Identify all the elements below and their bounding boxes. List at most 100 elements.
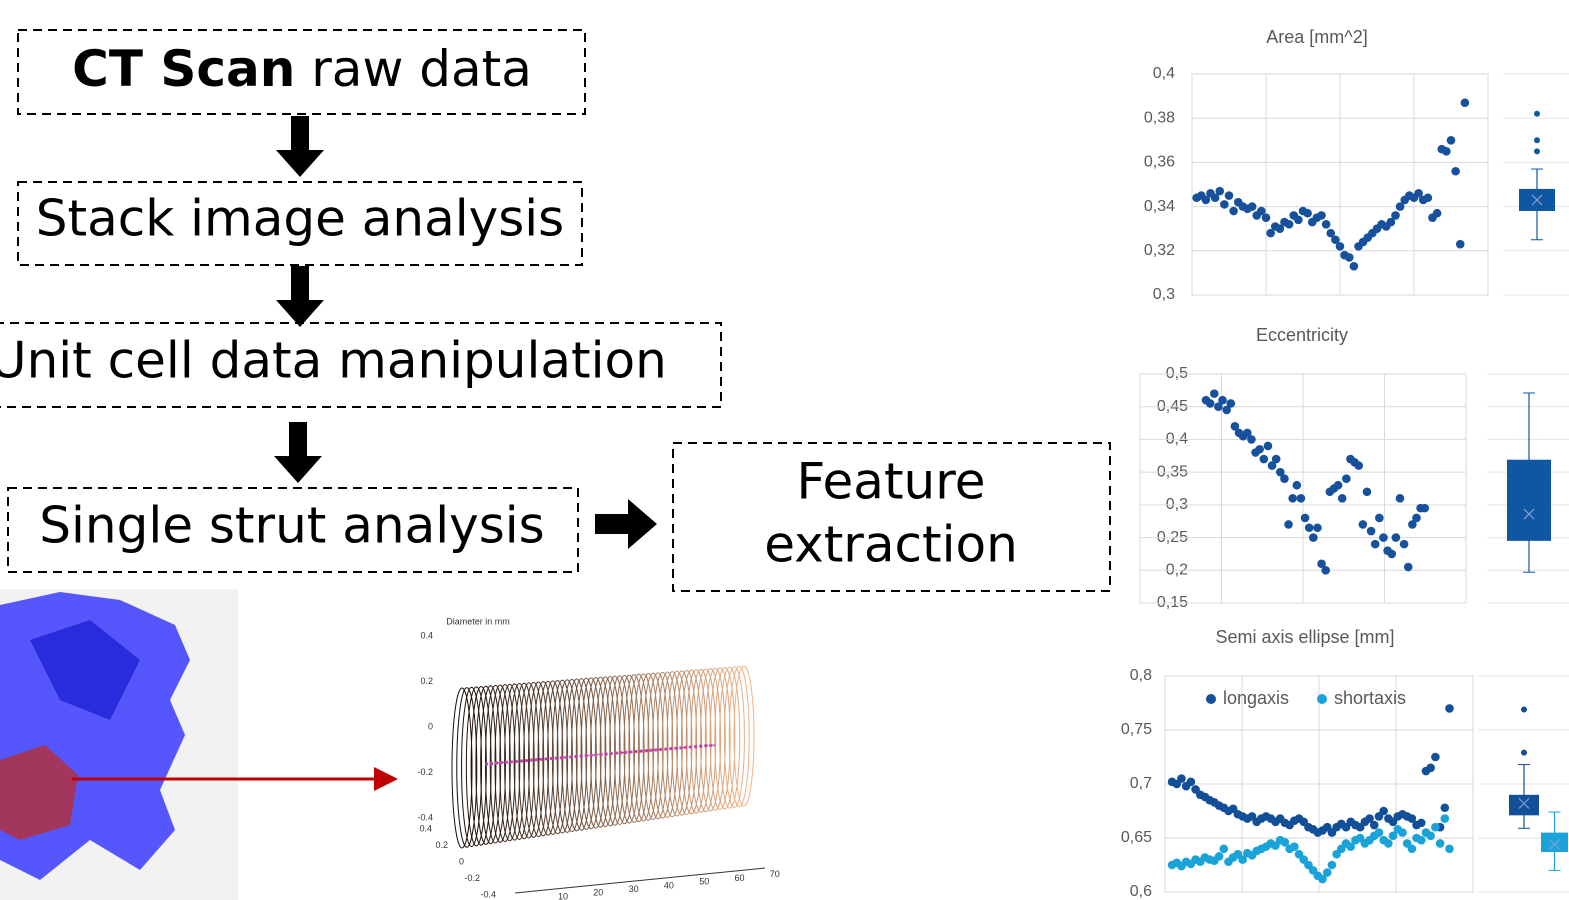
outlier	[1534, 137, 1540, 143]
point	[1305, 523, 1314, 532]
point	[1371, 540, 1380, 549]
point	[1363, 487, 1372, 496]
plot-title: Diameter in mm	[446, 616, 510, 626]
point	[1248, 202, 1257, 211]
outlier	[1534, 111, 1540, 117]
charts: Area [mm^2]0,30,320,340,360,380,4Eccentr…	[1121, 27, 1569, 900]
y-tick-label: 0,4	[1153, 65, 1175, 82]
legend-marker	[1206, 694, 1216, 704]
x-tick-label: 30	[629, 884, 639, 894]
point	[1367, 527, 1376, 536]
box	[1509, 795, 1539, 816]
point	[1398, 828, 1407, 837]
point	[1255, 445, 1264, 454]
y-tick-label: 0,8	[1130, 667, 1152, 684]
y-tick-label: 0,65	[1121, 829, 1152, 846]
point	[1447, 136, 1456, 145]
y-tick-label: 0,7	[1130, 775, 1152, 792]
point	[1323, 868, 1332, 877]
point	[1408, 845, 1417, 854]
point	[1262, 213, 1271, 222]
node-label: CT Scan raw data	[72, 40, 532, 98]
point	[1301, 514, 1310, 523]
point	[1229, 207, 1238, 216]
x-tick-label: 10	[558, 891, 568, 900]
point	[1210, 389, 1219, 398]
legend-label: longaxis	[1223, 688, 1289, 708]
y-tick-label: -0.4	[480, 889, 496, 899]
node-label: extraction	[764, 516, 1018, 574]
point	[1461, 98, 1470, 107]
point	[1431, 823, 1440, 832]
point	[1334, 481, 1343, 490]
point	[1412, 514, 1421, 523]
point	[1285, 220, 1294, 229]
point	[1226, 399, 1235, 408]
arrow	[595, 499, 657, 549]
z-tick-label: 0	[428, 721, 433, 731]
point	[1433, 209, 1442, 218]
chart-title: Eccentricity	[1256, 325, 1348, 345]
point	[1303, 209, 1312, 218]
outlier	[1521, 750, 1527, 756]
point	[1426, 832, 1435, 841]
z-tick-label: -0.4	[417, 812, 433, 822]
y-tick-label: 0	[459, 856, 464, 866]
node-text: raw data	[311, 40, 532, 98]
point	[1354, 461, 1363, 470]
point	[1345, 253, 1354, 262]
point	[1436, 839, 1445, 848]
chart-title: Semi axis ellipse [mm]	[1215, 627, 1394, 647]
box	[1507, 460, 1551, 541]
point	[1288, 494, 1297, 503]
point	[1426, 764, 1435, 773]
point	[1219, 845, 1228, 854]
point	[1424, 193, 1433, 202]
node-label: Stack image analysis	[36, 190, 564, 248]
node-label: Single strut analysis	[39, 497, 544, 555]
y-tick-label: -0.2	[464, 873, 480, 883]
point	[1359, 520, 1368, 529]
chart-title: Area [mm^2]	[1266, 27, 1367, 47]
point	[1451, 167, 1460, 176]
point	[1391, 211, 1400, 220]
y-tick-label: 0.4	[419, 823, 432, 833]
point	[1284, 520, 1293, 529]
y-tick-label: 0,75	[1121, 721, 1152, 738]
point	[1375, 828, 1384, 837]
point	[1379, 533, 1388, 542]
y-tick-label: 0,32	[1144, 242, 1175, 259]
y-tick-label: 0,3	[1153, 286, 1175, 303]
point	[1294, 216, 1303, 225]
point	[1387, 550, 1396, 559]
point	[1445, 845, 1454, 854]
node-label: Feature	[797, 453, 986, 511]
legend-label: shortaxis	[1334, 688, 1406, 708]
point	[1442, 147, 1451, 156]
y-tick-label: 0,38	[1144, 109, 1175, 126]
point	[1400, 540, 1409, 549]
point	[1342, 474, 1351, 483]
point	[1313, 523, 1322, 532]
x-tick-label: 60	[734, 873, 744, 883]
axis-line	[515, 868, 765, 893]
point	[1338, 494, 1347, 503]
z-tick-label: -0.2	[417, 767, 433, 777]
x-tick-label: 40	[664, 880, 674, 890]
point	[1206, 399, 1215, 408]
outlier	[1534, 148, 1540, 154]
point	[1293, 481, 1302, 490]
box	[1541, 833, 1568, 852]
point	[1290, 842, 1299, 851]
point	[1350, 262, 1359, 271]
point	[1321, 566, 1330, 575]
point	[1280, 474, 1289, 483]
arrow	[276, 266, 324, 327]
point	[1404, 563, 1413, 572]
arrow	[274, 422, 322, 483]
point	[1417, 819, 1426, 828]
slide: CT Scan raw data Stack image analysis Un…	[0, 0, 1569, 900]
point	[1392, 533, 1401, 542]
point	[1317, 211, 1326, 220]
point	[1259, 455, 1268, 464]
